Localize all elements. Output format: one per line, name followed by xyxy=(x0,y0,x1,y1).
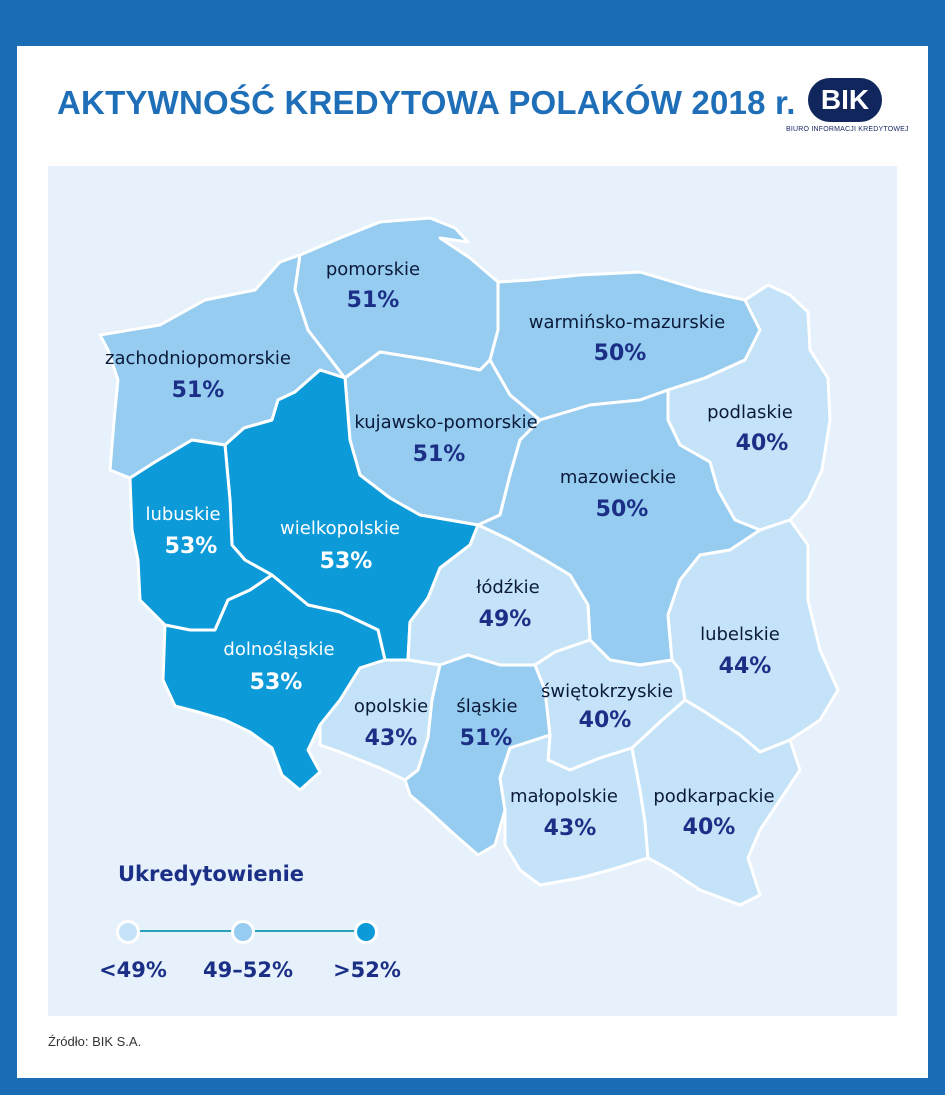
legend-dot-mid xyxy=(231,920,255,944)
region-name: kujawsko-pomorskie xyxy=(354,412,537,433)
region-name: mazowieckie xyxy=(560,467,676,488)
region-name: opolskie xyxy=(354,696,428,717)
region-value: 44% xyxy=(719,654,772,679)
region-name: pomorskie xyxy=(326,259,420,280)
region-name: zachodniopomorskie xyxy=(105,348,291,369)
bik-logo: BIK BIURO INFORMACJI KREDYTOWEJ xyxy=(786,78,909,140)
legend-label-mid: 49–52% xyxy=(203,958,293,982)
region-podkarpackie xyxy=(630,698,802,907)
region-name: warmińsko-mazurskie xyxy=(529,312,725,333)
legend-label-low: <49% xyxy=(99,958,167,982)
region-value: 40% xyxy=(736,431,789,456)
region-name: wielkopolskie xyxy=(280,518,400,539)
region-value: 50% xyxy=(596,497,649,522)
region-name: lubelskie xyxy=(700,624,780,645)
region-name: małopolskie xyxy=(510,786,618,807)
logo-mark: BIK xyxy=(808,78,882,122)
source-note: Źródło: BIK S.A. xyxy=(48,1034,142,1049)
legend-label-high: >52% xyxy=(333,958,401,982)
region-value: 51% xyxy=(347,288,400,313)
region-value: 51% xyxy=(413,442,466,467)
region-name: łódźkie xyxy=(476,577,540,598)
region-name: świętokrzyskie xyxy=(541,681,673,702)
region-value: 51% xyxy=(460,726,513,751)
region-value: 40% xyxy=(683,815,736,840)
region-value: 53% xyxy=(165,534,218,559)
region-value: 53% xyxy=(320,549,373,574)
region-name: podkarpackie xyxy=(653,786,774,807)
region-value: 43% xyxy=(544,816,597,841)
region-value: 53% xyxy=(250,670,303,695)
region-value: 51% xyxy=(172,378,225,403)
page-title: AKTYWNOŚĆ KREDYTOWA POLAKÓW 2018 r. xyxy=(57,84,796,121)
logo-subtitle: BIURO INFORMACJI KREDYTOWEJ xyxy=(786,126,909,133)
region-value: 43% xyxy=(365,726,418,751)
region-name: podlaskie xyxy=(707,402,793,423)
region-name: śląskie xyxy=(456,696,517,717)
region-value: 49% xyxy=(479,607,532,632)
region-name: dolnośląskie xyxy=(223,639,334,660)
region-name: lubuskie xyxy=(145,504,220,525)
region-value: 40% xyxy=(579,708,632,733)
poland-voivodeship-map: zachodniopomorskie 51% pomorskie 51% war… xyxy=(98,216,840,907)
legend-title: Ukredytowienie xyxy=(118,862,305,886)
legend-dot-high xyxy=(354,920,378,944)
region-value: 50% xyxy=(594,341,647,366)
map-panel: zachodniopomorskie 51% pomorskie 51% war… xyxy=(48,166,897,1016)
legend-dot-low xyxy=(116,920,140,944)
